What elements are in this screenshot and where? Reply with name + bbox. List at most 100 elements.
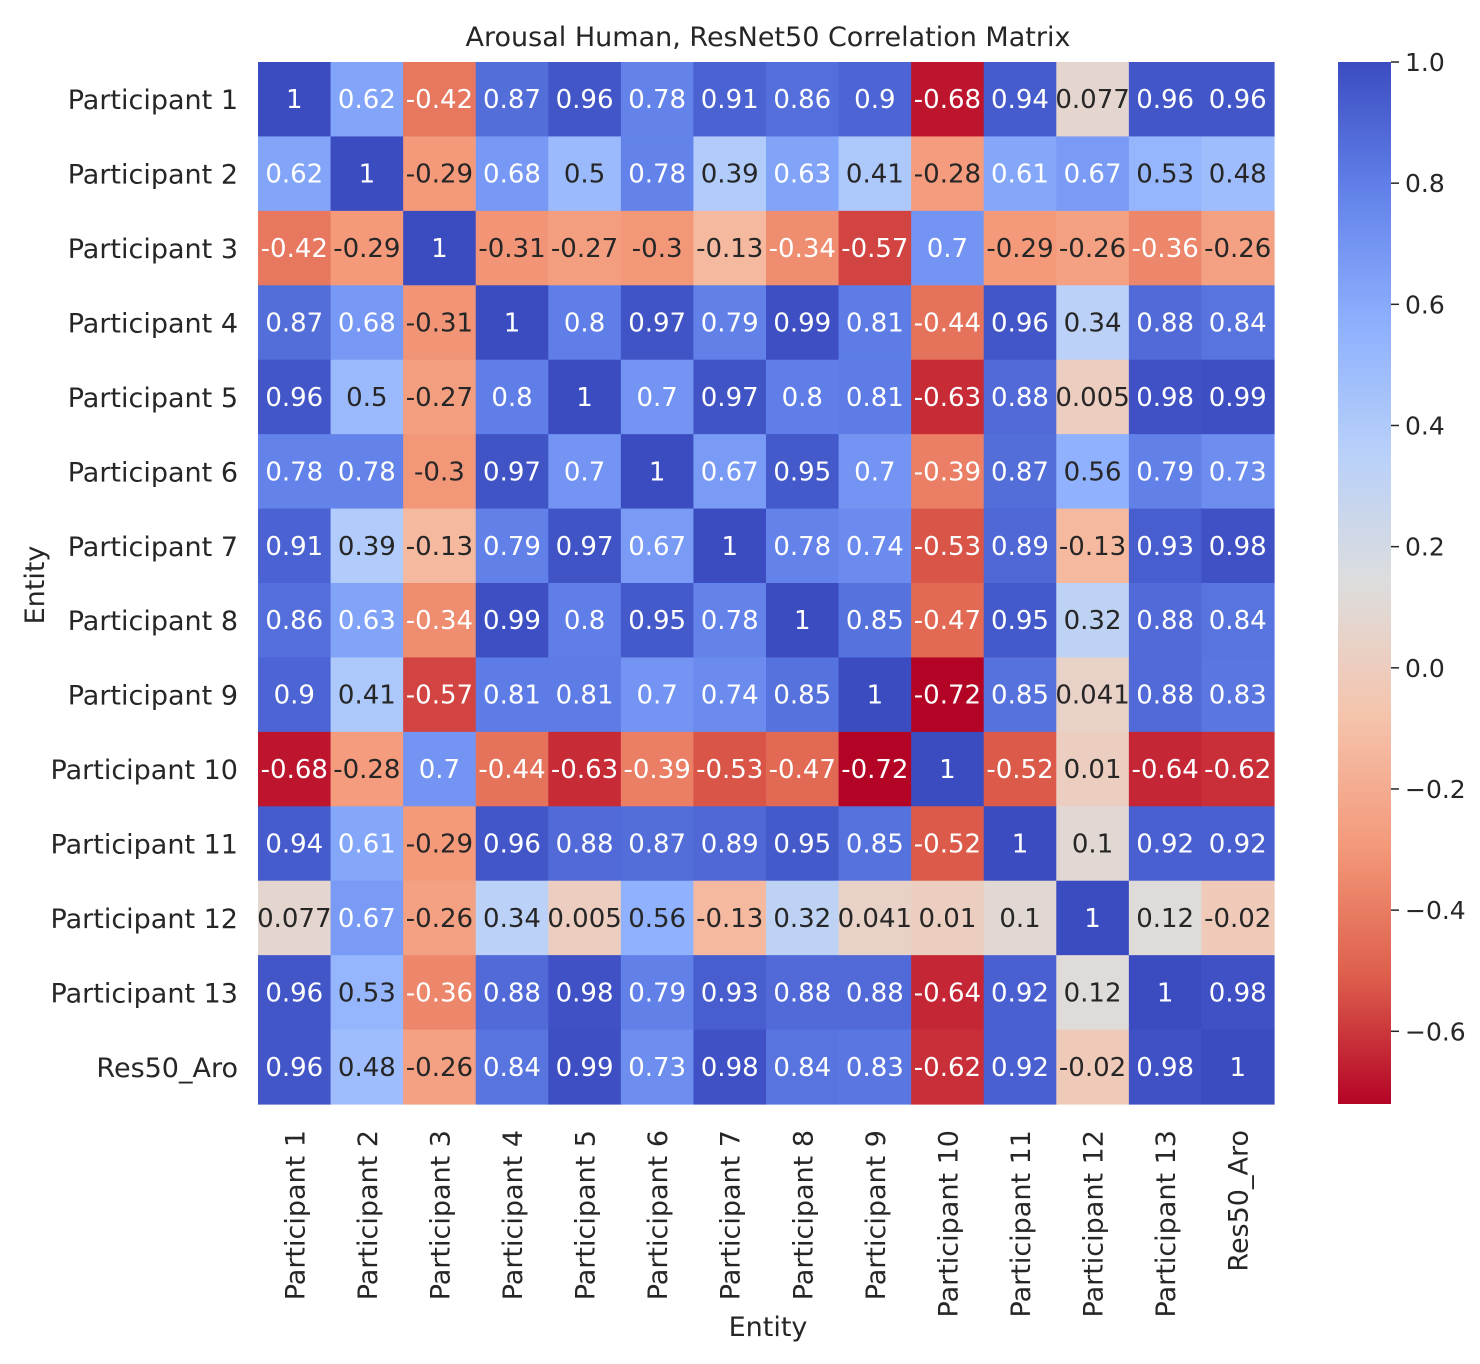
cell-value-label-r10-c6: -0.39: [624, 755, 691, 785]
cell-value-label-r5-c6: 0.7: [636, 383, 677, 413]
colorbar-gradient: [1338, 62, 1391, 1104]
heatmap-cell-r13-c14: [1201, 955, 1275, 1031]
cell-value-label-r7-c10: -0.53: [914, 532, 981, 562]
cell-value-label-r1-c1: 1: [286, 85, 303, 115]
heatmap-cell-r4-c4: [475, 285, 549, 361]
heatmap-cell-r4-c6: [620, 285, 695, 361]
cell-value-label-r8-c12: 0.32: [1064, 606, 1122, 636]
cell-value-label-r10-c12: 0.01: [1064, 755, 1122, 785]
cell-value-label-r5-c3: -0.27: [406, 383, 473, 413]
cell-value-label-r14-c12: -0.02: [1059, 1053, 1126, 1083]
cell-value-label-r6-c8: 0.95: [773, 457, 831, 487]
heatmap-cell-r4-c10: [911, 285, 985, 361]
cell-value-label-r10-c4: -0.44: [478, 755, 545, 785]
heatmap-cell-r11-c12: [1056, 806, 1130, 882]
x-tick-label-5: Participant 5: [571, 1130, 602, 1300]
heatmap-cell-r5-c6: [620, 359, 695, 435]
heatmap-cell-r1-c13: [1128, 62, 1203, 138]
cell-value-label-r1-c7: 0.91: [701, 85, 759, 115]
cell-value-label-r2-c10: -0.28: [914, 160, 981, 190]
cell-value-label-r12-c5: 0.005: [547, 904, 621, 934]
cell-value-label-r3-c2: -0.29: [333, 234, 400, 264]
cell-value-label-r8-c11: 0.95: [991, 606, 1049, 636]
heatmap-cell-r4-c11: [983, 285, 1057, 361]
cell-value-label-r2-c8: 0.63: [773, 160, 831, 190]
cell-value-label-r10-c1: -0.68: [261, 755, 328, 785]
heatmap-cell-r1-c10: [911, 62, 985, 138]
heatmap-cell-r13-c4: [475, 955, 549, 1031]
heatmap-cell-r2-c2: [330, 136, 404, 212]
heatmap-cell-r6-c3: [403, 434, 477, 510]
heatmap-cell-r2-c6: [620, 136, 695, 212]
cell-value-label-r11-c2: 0.61: [338, 830, 396, 860]
cell-value-label-r8-c14: 0.84: [1209, 606, 1267, 636]
cell-value-label-r9-c1: 0.9: [274, 681, 315, 711]
heatmap-cell-r1-c11: [983, 62, 1057, 138]
heatmap-cell-r8-c6: [620, 583, 695, 659]
heatmap-cell-r5-c10: [911, 359, 985, 435]
cell-value-label-r1-c10: -0.68: [914, 85, 981, 115]
heatmap-cell-r7-c5: [548, 508, 622, 584]
cell-value-label-r9-c10: -0.72: [914, 681, 981, 711]
heatmap-cell-r12-c5: [548, 880, 622, 956]
cell-value-label-r14-c13: 0.98: [1136, 1053, 1194, 1083]
cell-value-label-r4-c1: 0.87: [265, 309, 323, 339]
cell-value-label-r14-c10: -0.62: [914, 1053, 981, 1083]
cell-value-label-r14-c5: 0.99: [556, 1053, 614, 1083]
heatmap-cell-r2-c5: [548, 136, 622, 212]
heatmap-cell-r1-c9: [838, 62, 912, 138]
cell-value-label-r7-c6: 0.67: [628, 532, 686, 562]
heatmap-cell-r7-c7: [693, 508, 767, 584]
heatmap-cell-r11-c13: [1128, 806, 1203, 882]
heatmap-cell-r10-c9: [838, 731, 912, 807]
heatmap-cell-r10-c12: [1056, 731, 1130, 807]
heatmap-cell-r5-c11: [983, 359, 1057, 435]
heatmap-cell-r12-c2: [330, 880, 404, 956]
heatmap-cell-r3-c2: [330, 210, 404, 286]
heatmap-cell-r9-c6: [620, 657, 695, 733]
cell-value-label-r7-c2: 0.39: [338, 532, 396, 562]
heatmap-cell-r4-c2: [330, 285, 404, 361]
cell-value-label-r7-c14: 0.98: [1209, 532, 1267, 562]
heatmap-cell-r12-c4: [475, 880, 549, 956]
heatmap-cell-r14-c14: [1201, 1029, 1275, 1105]
cell-value-label-r9-c7: 0.74: [701, 681, 759, 711]
cell-value-label-r9-c2: 0.41: [338, 681, 396, 711]
heatmap-cell-r8-c13: [1128, 583, 1203, 659]
cell-value-label-r3-c1: -0.42: [261, 234, 328, 264]
cell-value-label-r12-c2: 0.67: [338, 904, 396, 934]
colorbar-tick-label-1: 1.0: [1405, 48, 1445, 77]
heatmap-cell-r4-c1: [258, 285, 332, 361]
heatmap-cell-r6-c2: [330, 434, 404, 510]
cell-value-label-r9-c4: 0.81: [483, 681, 541, 711]
heatmap-cell-r2-c13: [1128, 136, 1203, 212]
cell-value-label-r1-c5: 0.96: [556, 85, 614, 115]
cell-value-label-r12-c8: 0.32: [773, 904, 831, 934]
heatmap-cell-r1-c5: [548, 62, 622, 138]
y-tick-label-1: Participant 1: [68, 85, 238, 116]
heatmap-cell-r8-c11: [983, 583, 1057, 659]
heatmap-cell-r4-c8: [766, 285, 840, 361]
heatmap-cell-r13-c8: [766, 955, 840, 1031]
cell-value-label-r11-c3: -0.29: [406, 830, 473, 860]
colorbar-tick-label-6: 0.0: [1405, 654, 1445, 683]
cell-value-label-r3-c3: 1: [431, 234, 448, 264]
heatmap-cell-r6-c1: [258, 434, 332, 510]
heatmap-cell-r14-c4: [475, 1029, 549, 1105]
heatmap-cell-r6-c13: [1128, 434, 1203, 510]
cell-value-label-r9-c8: 0.85: [773, 681, 831, 711]
heatmap-cell-r1-c7: [693, 62, 767, 138]
cell-value-label-r10-c8: -0.47: [769, 755, 836, 785]
heatmap-cell-r8-c4: [475, 583, 549, 659]
heatmap-cell-r2-c7: [693, 136, 767, 212]
heatmap-cell-r12-c9: [838, 880, 912, 956]
x-tick-label-14: Res50_Aro: [1224, 1130, 1255, 1272]
cell-value-label-r7-c3: -0.13: [406, 532, 473, 562]
cell-value-label-r3-c7: -0.13: [696, 234, 763, 264]
y-tick-label-3: Participant 3: [68, 234, 238, 265]
cell-value-label-r6-c6: 1: [649, 457, 666, 487]
cell-value-label-r12-c10: 0.01: [918, 904, 976, 934]
cell-value-label-r11-c9: 0.85: [846, 830, 904, 860]
heatmap-cell-r9-c14: [1201, 657, 1275, 733]
